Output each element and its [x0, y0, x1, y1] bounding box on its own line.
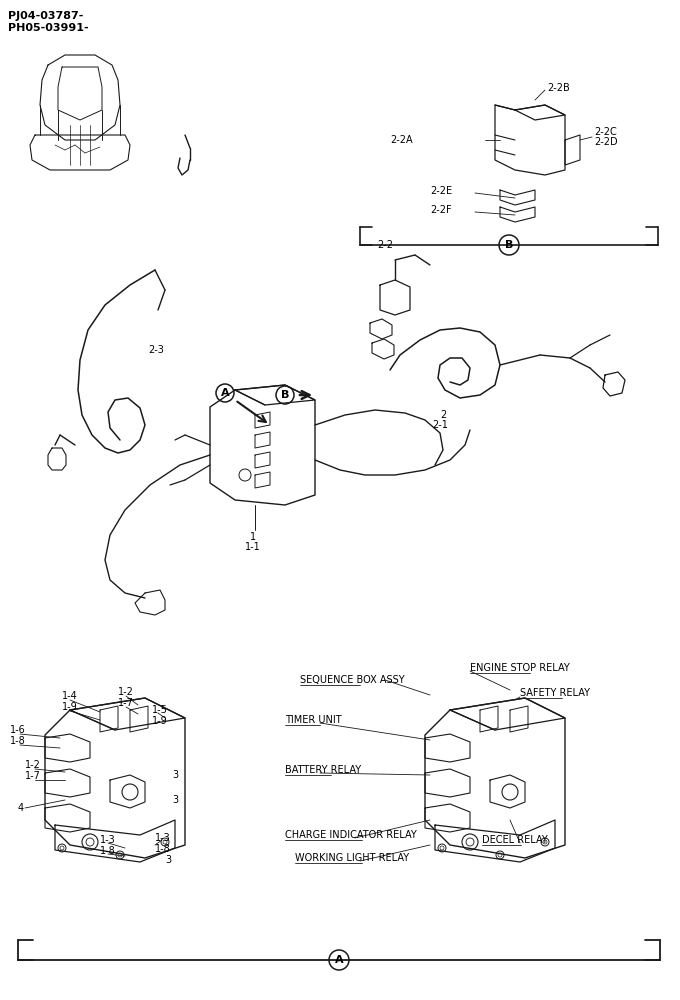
- Text: 2-2A: 2-2A: [390, 135, 413, 145]
- Text: 3: 3: [172, 795, 178, 805]
- Text: 2-2E: 2-2E: [430, 186, 452, 196]
- Text: 1-2: 1-2: [25, 760, 41, 770]
- Text: 2-3: 2-3: [148, 345, 164, 355]
- Text: 1-7: 1-7: [118, 698, 134, 708]
- Text: A: A: [335, 955, 343, 965]
- Text: 4: 4: [18, 803, 24, 813]
- Text: 3: 3: [172, 770, 178, 780]
- Text: B: B: [281, 390, 289, 400]
- Text: 2-2D: 2-2D: [594, 137, 617, 147]
- Text: 3: 3: [165, 855, 171, 865]
- Text: 1-4: 1-4: [62, 691, 78, 701]
- Text: BATTERY RELAY: BATTERY RELAY: [285, 765, 361, 775]
- Text: B: B: [505, 240, 513, 250]
- Text: ENGINE STOP RELAY: ENGINE STOP RELAY: [470, 663, 570, 673]
- Text: 2: 2: [440, 410, 446, 420]
- Text: PJ04-03787-: PJ04-03787-: [8, 11, 84, 21]
- Text: SAFETY RELAY: SAFETY RELAY: [520, 688, 590, 698]
- Text: 1-6: 1-6: [10, 725, 26, 735]
- Text: 2-2: 2-2: [377, 240, 393, 250]
- Text: 1-8: 1-8: [100, 846, 116, 856]
- Text: 1-8: 1-8: [155, 844, 171, 854]
- Text: 1-1: 1-1: [245, 542, 261, 552]
- Text: 2-2B: 2-2B: [547, 83, 570, 93]
- Text: TIMER UNIT: TIMER UNIT: [285, 715, 341, 725]
- Text: 1-7: 1-7: [25, 771, 41, 781]
- Text: SEQUENCE BOX ASSY: SEQUENCE BOX ASSY: [300, 675, 405, 685]
- Text: 2-2F: 2-2F: [430, 205, 452, 215]
- Text: 1-3: 1-3: [100, 835, 116, 845]
- Text: PH05-03991-: PH05-03991-: [8, 23, 88, 33]
- Text: 1-3: 1-3: [155, 833, 171, 843]
- Text: 1-8: 1-8: [10, 736, 26, 746]
- Text: A: A: [221, 388, 229, 398]
- Text: 1-9: 1-9: [152, 716, 168, 726]
- Text: DECEL RELAY: DECEL RELAY: [482, 835, 548, 845]
- Text: 1-5: 1-5: [152, 705, 168, 715]
- Text: 1-9: 1-9: [62, 702, 78, 712]
- Text: WORKING LIGHT RELAY: WORKING LIGHT RELAY: [295, 853, 409, 863]
- Text: CHARGE INDICATOR RELAY: CHARGE INDICATOR RELAY: [285, 830, 417, 840]
- Text: 1: 1: [250, 532, 256, 542]
- Text: 1-2: 1-2: [118, 687, 134, 697]
- Text: 2-1: 2-1: [432, 420, 448, 430]
- Text: 2-2C: 2-2C: [594, 127, 617, 137]
